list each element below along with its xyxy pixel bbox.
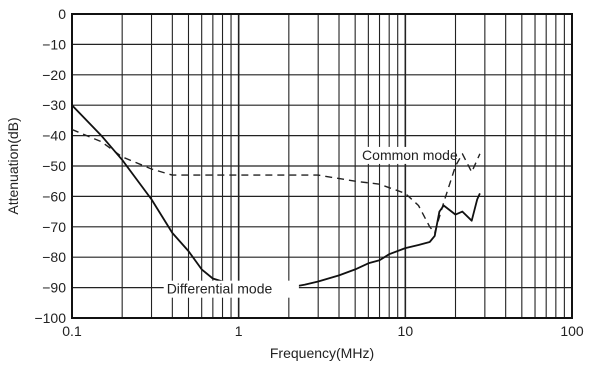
x-tick-labels: 0.1 1 10 100 <box>62 323 584 339</box>
series-annotation: Common mode <box>362 147 458 163</box>
y-tick-label: −90 <box>42 280 66 296</box>
grid <box>71 13 572 319</box>
x-tick-label: 100 <box>560 323 584 339</box>
annotation-background <box>359 146 449 164</box>
y-tick-label: 0 <box>58 6 66 22</box>
x-axis-label: Frequency(MHz) <box>270 345 374 361</box>
y-tick-labels: 0 −10 −20 −30 −40 −50 −60 −70 −80 −90 −100 <box>34 6 66 326</box>
series-line-differential-mode <box>71 104 481 289</box>
y-tick-label: −40 <box>42 128 66 144</box>
y-tick-label: −70 <box>42 219 66 235</box>
annotations: Common mode Differential mode <box>163 146 458 298</box>
y-tick-label: −100 <box>34 310 66 326</box>
x-tick-label: 10 <box>398 323 414 339</box>
y-tick-label: −20 <box>42 67 66 83</box>
series-group <box>71 104 481 289</box>
plot-frame <box>71 13 573 319</box>
y-tick-label: −60 <box>42 188 66 204</box>
y-tick-label: −80 <box>42 249 66 265</box>
x-tick-label: 0.1 <box>62 323 82 339</box>
annotation-background <box>163 280 299 298</box>
y-tick-label: −10 <box>42 36 66 52</box>
series-line-common-mode <box>71 128 481 234</box>
x-tick-label: 1 <box>235 323 243 339</box>
y-tick-label: −30 <box>42 97 66 113</box>
series-annotation: Differential mode <box>167 281 273 297</box>
y-axis-label: Attenuation(dB) <box>5 117 21 214</box>
y-tick-label: −50 <box>42 158 66 174</box>
